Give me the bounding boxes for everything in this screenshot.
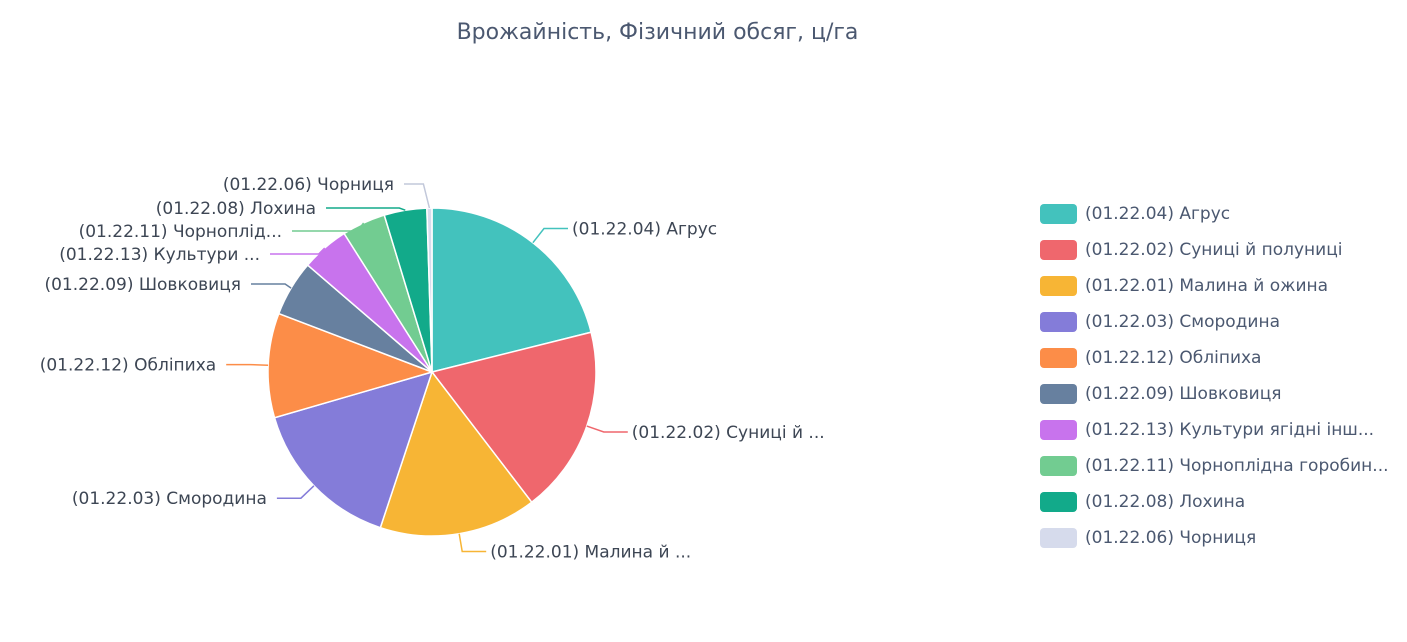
legend-label: (01.22.12) Обліпиха <box>1085 348 1262 368</box>
legend-item[interactable]: (01.22.11) Чорноплідна горобин... <box>1040 448 1400 484</box>
legend-swatch <box>1040 528 1077 548</box>
slice-label-line <box>226 363 269 367</box>
slice-label-line <box>404 183 431 209</box>
legend-label: (01.22.09) Шовковиця <box>1085 384 1282 404</box>
slice-label: (01.22.08) Лохина <box>156 199 316 219</box>
slice-label-line <box>586 425 628 433</box>
legend-label: (01.22.06) Чорниця <box>1085 528 1257 548</box>
legend-swatch <box>1040 204 1077 224</box>
pie-slice[interactable] <box>273 370 434 529</box>
slice-label: (01.22.11) Чорноплід... <box>79 222 282 242</box>
slice-label-line <box>326 207 406 211</box>
chart-title: Врожайність, Фізичний обсяг, ц/га <box>456 20 859 45</box>
legend-item[interactable]: (01.22.01) Малина й ожина <box>1040 268 1400 304</box>
slice-label-line <box>276 485 315 499</box>
legend-swatch <box>1040 384 1077 404</box>
legend-item[interactable]: (01.22.09) Шовковиця <box>1040 376 1400 412</box>
legend-item[interactable]: (01.22.04) Агрус <box>1040 196 1400 232</box>
legend-label: (01.22.03) Смородина <box>1085 312 1280 332</box>
pie-slice[interactable] <box>379 370 533 537</box>
legend-swatch <box>1040 420 1077 440</box>
slice-label-line <box>532 227 568 244</box>
legend-item[interactable]: (01.22.02) Суниці й полуниці <box>1040 232 1400 268</box>
slice-label: (01.22.02) Суниці й ... <box>632 423 825 443</box>
legend-swatch <box>1040 456 1077 476</box>
slice-label: (01.22.06) Чорниця <box>223 175 394 195</box>
slice-label: (01.22.09) Шовковиця <box>44 275 241 295</box>
legend-label: (01.22.04) Агрус <box>1085 204 1231 224</box>
pie-slice[interactable] <box>426 207 433 373</box>
slice-label-line <box>270 247 326 255</box>
pie-slices <box>267 207 597 537</box>
legend-label: (01.22.01) Малина й ожина <box>1085 276 1329 296</box>
legend-swatch <box>1040 276 1077 296</box>
slice-label: (01.22.04) Агрус <box>572 220 717 240</box>
slice-label: (01.22.12) Обліпиха <box>40 356 216 376</box>
legend-label: (01.22.08) Лохина <box>1085 492 1246 512</box>
legend-swatch <box>1040 348 1077 368</box>
pie-labels: (01.22.04) Агрус (01.22.02) Суниці й ... (… <box>40 175 825 563</box>
legend-label: (01.22.02) Суниці й полуниці <box>1085 240 1343 260</box>
slice-label: (01.22.03) Смородина <box>72 489 267 509</box>
legend-label: (01.22.13) Культури ягідні інш... <box>1085 420 1375 440</box>
legend-label: (01.22.11) Чорноплідна горобин... <box>1085 456 1389 476</box>
legend-item[interactable]: (01.22.13) Культури ягідні інш... <box>1040 412 1400 448</box>
legend-swatch <box>1040 240 1077 260</box>
legend-swatch <box>1040 312 1077 332</box>
slice-label: (01.22.01) Малина й ... <box>490 543 691 563</box>
pie-slice[interactable] <box>431 207 593 373</box>
slice-label-line <box>251 283 292 289</box>
legend-item[interactable]: (01.22.06) Чорниця <box>1040 520 1400 556</box>
chart-legend: (01.22.04) Агрус (01.22.02) Суниці й полу… <box>1040 196 1400 556</box>
legend-item[interactable]: (01.22.12) Обліпиха <box>1040 340 1400 376</box>
legend-item[interactable]: (01.22.08) Лохина <box>1040 484 1400 520</box>
legend-swatch <box>1040 492 1077 512</box>
slice-label-line <box>458 533 487 553</box>
slice-label: (01.22.13) Культури ... <box>59 245 260 265</box>
legend-item[interactable]: (01.22.03) Смородина <box>1040 304 1400 340</box>
pie-slice[interactable] <box>267 312 435 419</box>
slice-label-line <box>292 222 365 232</box>
